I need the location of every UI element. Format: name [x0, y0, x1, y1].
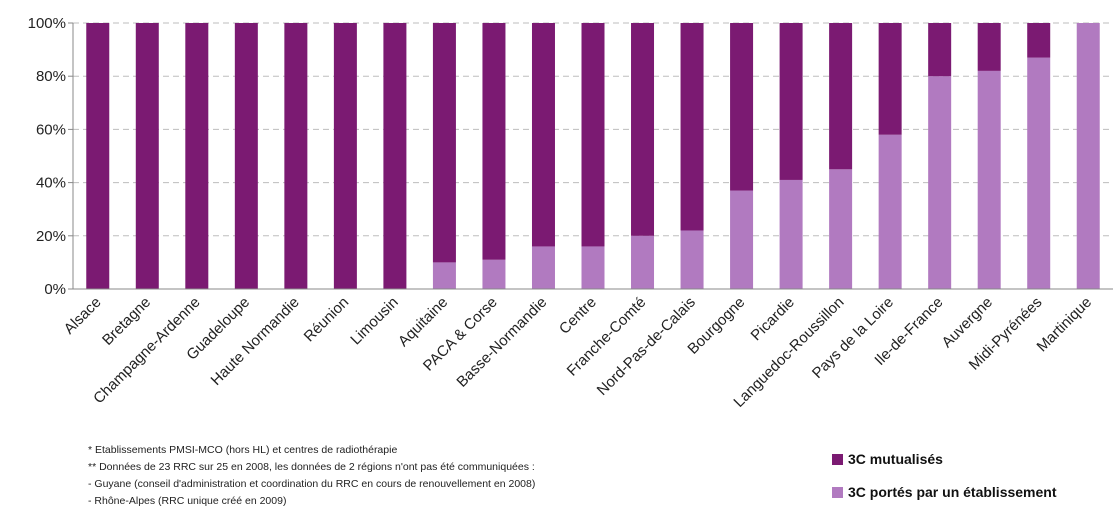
bar-segment-mutualises — [482, 23, 506, 260]
bar-segment-mutualises — [284, 23, 308, 289]
bar-segment-etablissement — [1076, 23, 1100, 289]
x-tick-label: Alsace — [61, 294, 105, 338]
legend-item-mutualises: 3C mutualisés — [832, 450, 1057, 468]
footnote-2: ** Données de 23 RRC sur 25 en 2008, les… — [88, 461, 535, 473]
bar-segment-etablissement — [977, 70, 1001, 289]
x-tick-label: Limousin — [347, 294, 401, 348]
bar-segment-mutualises — [1027, 23, 1051, 58]
bar-segment-mutualises — [928, 23, 952, 77]
bar-segment-mutualises — [631, 23, 655, 236]
footnote-3: - Guyane (conseil d'administration et co… — [88, 478, 536, 490]
bar-segment-etablissement — [631, 235, 655, 289]
bar-segment-etablissement — [779, 179, 803, 289]
x-tick-label: Centre — [556, 294, 600, 338]
bar-segment-mutualises — [234, 23, 258, 289]
bar-segment-etablissement — [1027, 57, 1051, 289]
bar-segment-mutualises — [333, 23, 357, 289]
x-tick-label: Picardie — [748, 294, 798, 344]
x-axis: AlsaceBretagneChampagne-ArdenneGuadeloup… — [61, 288, 1113, 411]
footnote-1: * Etablissements PMSI-MCO (hors HL) et c… — [88, 444, 398, 456]
y-tick-label: 60% — [36, 121, 66, 138]
bar-segment-mutualises — [432, 23, 456, 263]
footnote-4: - Rhône-Alpes (RRC unique créé en 2009) — [88, 495, 287, 506]
bar-segment-etablissement — [581, 246, 605, 289]
y-tick-label: 100% — [28, 15, 66, 32]
bars — [86, 23, 1100, 289]
bar-segment-etablissement — [928, 76, 952, 289]
bar-segment-etablissement — [482, 259, 506, 289]
bar-segment-mutualises — [829, 23, 853, 170]
bar-segment-mutualises — [135, 23, 159, 289]
legend: 3C mutualisés 3C portés par un établisse… — [832, 450, 1057, 516]
bar-segment-etablissement — [730, 190, 754, 289]
bar-segment-etablissement — [531, 246, 555, 289]
bar-segment-mutualises — [581, 23, 605, 247]
bar-segment-mutualises — [977, 23, 1001, 71]
x-tick-label: Haute Normandie — [208, 294, 303, 389]
bar-segment-mutualises — [383, 23, 407, 289]
x-tick-label: Nord-Pas-de-Calais — [594, 294, 699, 399]
legend-swatch-etablissement — [832, 486, 843, 498]
legend-label-etablissement: 3C portés par un établissement — [848, 484, 1057, 500]
x-tick-label: Basse-Normandie — [453, 294, 550, 391]
bar-segment-etablissement — [829, 169, 853, 289]
y-tick-label: 80% — [36, 68, 66, 85]
x-tick-label: Réunion — [301, 294, 353, 346]
bar-segment-mutualises — [680, 23, 704, 231]
bar-segment-etablissement — [680, 230, 704, 289]
bar-segment-mutualises — [779, 23, 803, 180]
y-axis: 0% 20% 40% 60% 80% 100% — [28, 15, 74, 298]
bar-segment-etablissement — [432, 262, 456, 289]
legend-item-etablissement: 3C portés par un établissement — [832, 483, 1057, 501]
bar-segment-mutualises — [86, 23, 110, 289]
y-tick-label: 20% — [36, 228, 66, 245]
bar-segment-mutualises — [730, 23, 754, 191]
y-tick-label: 0% — [44, 281, 66, 298]
bar-segment-mutualises — [878, 23, 902, 135]
bar-segment-etablissement — [878, 134, 902, 289]
bar-segment-mutualises — [531, 23, 555, 247]
footnotes: * Etablissements PMSI-MCO (hors HL) et c… — [88, 442, 708, 506]
legend-swatch-mutualises — [832, 453, 843, 465]
legend-label-mutualises: 3C mutualisés — [848, 451, 943, 467]
bar-segment-mutualises — [185, 23, 209, 289]
y-tick-label: 40% — [36, 175, 66, 192]
